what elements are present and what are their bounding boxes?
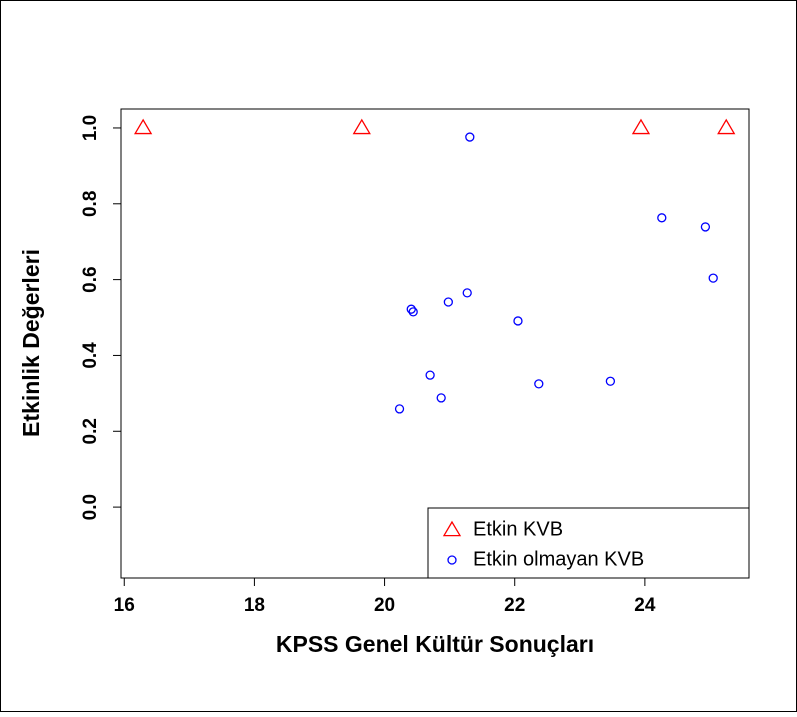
circle-marker	[465, 132, 475, 142]
x-tick-label: 24	[634, 595, 656, 616]
y-tick-label: 1.0	[80, 115, 101, 141]
circle-marker	[657, 213, 667, 223]
circle-marker	[708, 273, 718, 283]
x-tick-label: 20	[374, 595, 395, 616]
y-tick-label: 0.8	[80, 191, 101, 217]
legend-marker	[442, 520, 462, 537]
y-tick-label: 0.0	[80, 494, 101, 520]
legend-label: Etkin KVB	[473, 518, 563, 540]
circle-marker	[605, 376, 616, 386]
x-tick-label: 18	[244, 595, 265, 616]
x-tick-label: 22	[504, 595, 525, 616]
x-axis-label: KPSS Genel Kültür Sonuçları	[276, 631, 594, 657]
circle-marker	[700, 222, 711, 232]
circle-marker	[436, 393, 446, 403]
y-tick-label: 0.6	[80, 266, 101, 292]
circle-marker	[462, 288, 472, 298]
legend-marker	[447, 555, 457, 565]
triangle-marker	[133, 118, 153, 135]
circle-marker	[443, 297, 453, 307]
circle-marker	[534, 379, 544, 389]
circle-marker	[394, 404, 405, 414]
circle-marker	[406, 304, 416, 314]
y-tick-label: 0.2	[80, 418, 101, 444]
y-axis-label: Etkinlik Değerleri	[18, 249, 44, 437]
y-tick-label: 0.4	[80, 342, 101, 369]
circle-marker	[425, 370, 435, 380]
circle-marker	[513, 316, 523, 326]
triangle-marker	[717, 118, 736, 135]
legend-box	[427, 507, 750, 579]
triangle-marker	[631, 118, 651, 135]
triangle-marker	[352, 118, 371, 135]
legend-label: Etkin olmayan KVB	[473, 548, 644, 570]
x-tick-label: 16	[114, 595, 135, 616]
circle-marker	[408, 307, 418, 317]
